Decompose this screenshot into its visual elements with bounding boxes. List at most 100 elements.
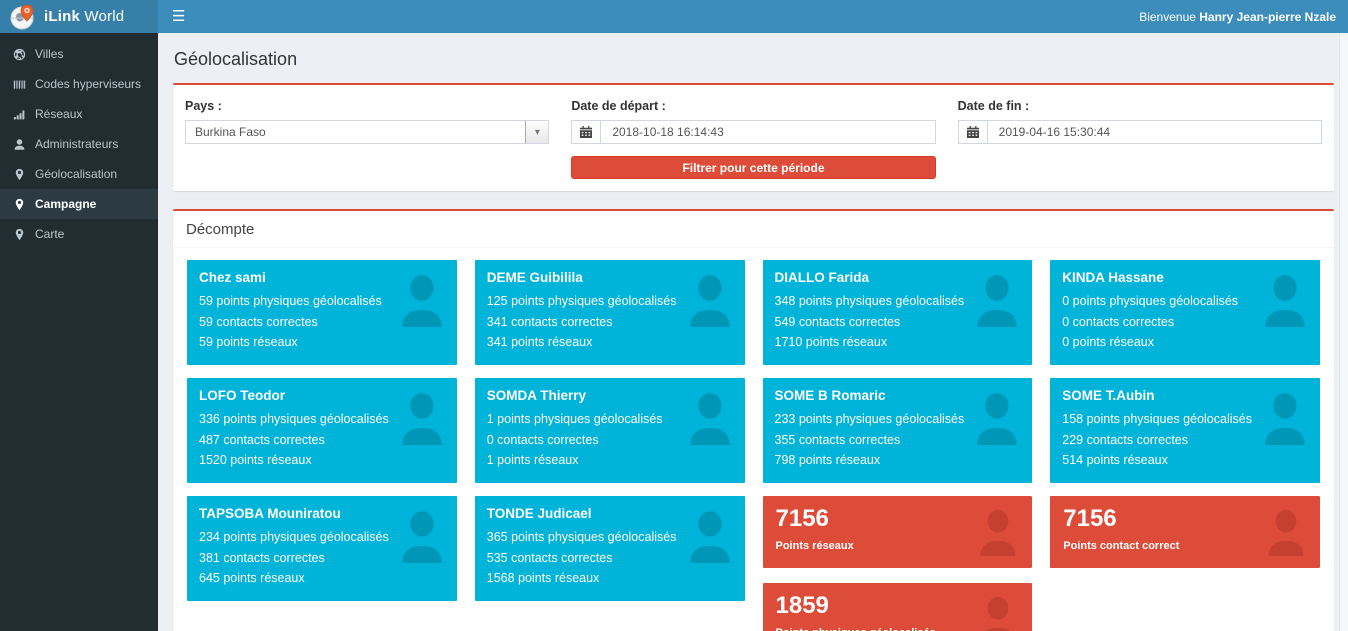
summary-stack-right: 7156 Points contact correct — [1050, 496, 1320, 568]
sidebar-item-geolocalisation[interactable]: Géolocalisation — [0, 159, 158, 189]
app-logo[interactable]: iLink World — [0, 0, 158, 33]
country-select[interactable]: Burkina Faso ▾ — [185, 120, 550, 144]
agent-name: DIALLO Farida — [774, 270, 870, 285]
page-title: Géolocalisation — [174, 49, 298, 69]
agent-stat: 1568 points réseaux — [486, 571, 600, 585]
date-end-label: Date de fin : — [957, 99, 1030, 113]
agent-stat: 59 points physiques géolocalisés — [199, 294, 382, 308]
date-end-field-group: Date de fin : — [957, 99, 1322, 179]
sidebar-item-villes[interactable]: Villes — [0, 39, 158, 69]
agent-stat: 645 points réseaux — [199, 571, 305, 585]
summary-label: Points réseaux — [775, 540, 854, 552]
vertical-scrollbar[interactable] — [1339, 33, 1348, 631]
agent-card: DIALLO Farida 348 points physiques géolo… — [762, 260, 1033, 365]
user-icon — [14, 138, 25, 150]
agent-stat: 233 points physiques géolocalisés — [774, 412, 965, 426]
sidebar-item-label: Codes hyperviseurs — [35, 77, 142, 91]
brand-name-bold: iLink — [44, 8, 81, 25]
sidebar-item-label: Villes — [35, 47, 64, 61]
date-start-input[interactable] — [601, 121, 935, 143]
barcode-icon — [13, 79, 26, 89]
summary-label: Points contact correct — [1063, 540, 1180, 552]
sidebar-item-reseaux[interactable]: Réseaux — [0, 99, 158, 129]
agent-stat: 487 contacts correctes — [199, 432, 325, 447]
date-start-field-group: Date de départ : Filtrer pour cette péri… — [571, 99, 936, 179]
agent-stat: 381 contacts correctes — [199, 550, 325, 565]
map-marker-icon — [15, 228, 24, 240]
agent-stat: 0 contacts correctes — [486, 432, 599, 447]
globe-icon — [13, 48, 26, 60]
summary-label: Points physiques géolocalisés — [776, 627, 1020, 631]
user-silhouette-icon — [689, 275, 730, 327]
sidebar-toggle-icon[interactable]: ☰ — [172, 8, 186, 25]
user-name: Hanry Jean-pierre Nzale — [1199, 9, 1336, 24]
summary-card-points-physiques: 1859 Points physiques géolocalisés — [762, 583, 1033, 631]
country-label: Pays : — [185, 99, 222, 113]
chevron-down-icon: ▾ — [525, 121, 549, 143]
country-field-group: Pays : Burkina Faso ▾ — [185, 99, 550, 179]
map-marker-icon — [15, 168, 24, 180]
sidebar-item-campagne[interactable]: Campagne — [0, 189, 158, 219]
agent-stat: 229 contacts correctes — [1062, 432, 1189, 447]
user-silhouette-icon — [402, 275, 442, 327]
agent-stat: 1520 points réseaux — [199, 453, 312, 467]
signal-bars-icon — [13, 109, 25, 119]
sidebar-item-label: Administrateurs — [35, 137, 119, 151]
sidebar-item-carte[interactable]: Carte — [0, 219, 158, 249]
user-silhouette-icon — [402, 511, 442, 563]
agent-stat: 341 contacts correctes — [486, 314, 613, 329]
agent-stat: 535 contacts correctes — [486, 550, 613, 565]
agent-stat: 365 points physiques géolocalisés — [486, 530, 677, 544]
agent-card: DEME Guibilila 125 points physiques géol… — [474, 260, 745, 365]
user-silhouette-icon — [980, 509, 1016, 556]
user-silhouette-icon — [402, 393, 442, 445]
summary-value: 7156 — [775, 505, 829, 532]
agent-stat: 336 points physiques géolocalisés — [199, 412, 389, 426]
date-end-input[interactable] — [987, 121, 1321, 143]
navbar: ☰ Bienvenue Hanry Jean-pierre Nzale — [158, 0, 1348, 33]
date-end-group — [957, 120, 1322, 144]
user-silhouette-icon — [689, 393, 730, 445]
agent-stat: 1 points physiques géolocalisés — [486, 412, 663, 426]
agent-name: LOFO Teodor — [199, 388, 285, 403]
agent-name: Chez sami — [199, 270, 266, 285]
filter-panel: Pays : Burkina Faso ▾ Date de départ : F… — [173, 83, 1334, 191]
country-selected-value: Burkina Faso — [195, 125, 266, 139]
summary-card-points-contact: 7156 Points contact correct — [1050, 496, 1320, 568]
agent-stat: 341 points réseaux — [486, 335, 593, 349]
summary-card-points-reseaux: 7156 Points réseaux — [762, 496, 1033, 568]
sidebar-item-label: Campagne — [35, 197, 97, 211]
user-silhouette-icon — [1265, 393, 1305, 445]
sidebar-item-administrateurs[interactable]: Administrateurs — [0, 129, 158, 159]
agent-stat: 0 points réseaux — [1062, 335, 1154, 349]
agent-stat: 0 contacts correctes — [1062, 314, 1175, 329]
agent-stat: 234 points physiques géolocalisés — [199, 530, 389, 544]
sidebar-item-label: Carte — [35, 227, 65, 241]
sidebar-item-label: Réseaux — [35, 107, 83, 121]
sidebar-nav: Villes Codes hyperviseurs Réseaux Admini… — [0, 33, 158, 631]
agent-card: TONDE Judicael 365 points physiques géol… — [474, 496, 745, 601]
globe-pin-logo-icon — [10, 4, 36, 30]
map-marker-icon — [15, 198, 24, 210]
agent-card: LOFO Teodor 336 points physiques géoloca… — [187, 378, 457, 483]
decompte-panel: Décompte Chez sami 59 points physiques g… — [173, 209, 1334, 631]
agent-name: SOME T.Aubin — [1062, 388, 1155, 403]
filter-submit-button[interactable]: Filtrer pour cette période — [571, 156, 936, 179]
sidebar-item-codes-hyperviseurs[interactable]: Codes hyperviseurs — [0, 69, 158, 99]
agent-stat: 59 points réseaux — [199, 335, 298, 349]
user-silhouette-icon — [689, 511, 730, 563]
agent-card: SOME B Romaric 233 points physiques géol… — [762, 378, 1033, 483]
agent-name: KINDA Hassane — [1062, 270, 1164, 285]
top-header: iLink World ☰ Bienvenue Hanry Jean-pierr… — [0, 0, 1348, 33]
brand-name: iLink World — [44, 8, 124, 25]
user-silhouette-icon — [977, 275, 1017, 327]
agent-name: DEME Guibilila — [486, 270, 583, 285]
agent-stat: 158 points physiques géolocalisés — [1062, 412, 1252, 426]
calendar-icon — [572, 121, 602, 143]
sidebar-item-label: Géolocalisation — [35, 167, 118, 181]
user-silhouette-icon — [977, 393, 1017, 445]
agent-card: TAPSOBA Mouniratou 234 points physiques … — [187, 496, 457, 601]
agent-name: TAPSOBA Mouniratou — [199, 506, 341, 521]
agent-stat: 355 contacts correctes — [774, 432, 901, 447]
date-start-group — [571, 120, 936, 144]
